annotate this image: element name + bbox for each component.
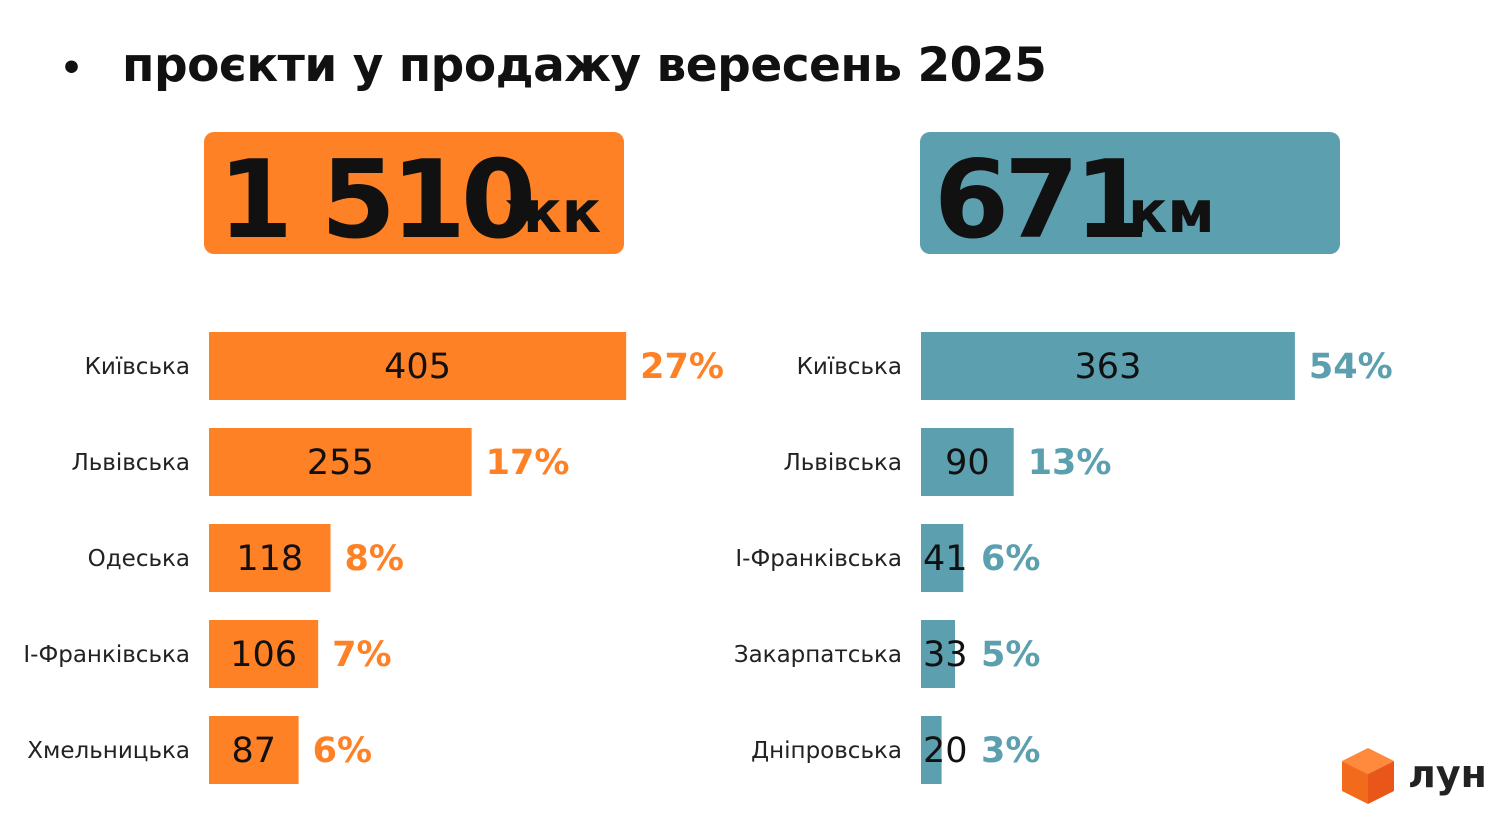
value-label: 106 <box>230 635 297 675</box>
total-projects-box: 1 510 жк <box>204 132 624 263</box>
category-label: Київська <box>797 354 902 380</box>
category-label: Київська <box>85 354 190 380</box>
bar <box>209 428 472 496</box>
total-value: 671 <box>934 138 1149 263</box>
category-label: Одеська <box>88 546 190 572</box>
category-label: Закарпатська <box>734 642 902 668</box>
percent-label: 3% <box>981 731 1040 771</box>
page-title: • проєкти у продажу вересень 2025 <box>60 38 1047 93</box>
percent-label: 6% <box>981 539 1040 579</box>
value-label: 20 <box>923 731 968 771</box>
total-unit: км <box>1128 178 1215 246</box>
value-label: 90 <box>945 443 990 483</box>
value-label: 405 <box>384 347 451 387</box>
percent-label: 6% <box>313 731 372 771</box>
percent-label: 17% <box>486 443 570 483</box>
value-label: 41 <box>923 539 968 579</box>
category-label: Львівська <box>71 450 190 476</box>
category-label: І-Франківська <box>23 642 190 668</box>
bar <box>209 620 319 688</box>
bar <box>921 428 1014 496</box>
value-label: 33 <box>923 635 968 675</box>
title-text: проєкти у продажу вересень 2025 <box>122 38 1047 93</box>
percent-label: 54% <box>1309 347 1393 387</box>
percent-label: 7% <box>332 635 391 675</box>
bar <box>921 620 955 688</box>
bar <box>921 332 1295 400</box>
bar <box>209 524 331 592</box>
percent-label: 8% <box>345 539 404 579</box>
logo-text: лун <box>1408 752 1487 796</box>
value-label: 255 <box>307 443 374 483</box>
percent-label: 27% <box>640 347 724 387</box>
lun-logo-cube-icon <box>1342 748 1394 804</box>
bar <box>209 716 299 784</box>
total-value: 1 510 <box>218 138 536 263</box>
bar <box>921 716 942 784</box>
category-label: І-Франківська <box>735 546 902 572</box>
bar <box>209 332 627 400</box>
bar <box>921 524 964 592</box>
total-unit: жк <box>504 178 602 246</box>
percent-label: 5% <box>981 635 1040 675</box>
category-label: Дніпровська <box>751 738 902 764</box>
value-label: 363 <box>1075 347 1142 387</box>
category-label: Львівська <box>783 450 902 476</box>
value-label: 87 <box>232 731 277 771</box>
percent-label: 13% <box>1028 443 1112 483</box>
category-label: Хмельницька <box>27 738 190 764</box>
total-cottage-box: 671 км <box>920 132 1340 263</box>
bullet: • <box>60 48 83 89</box>
value-label: 118 <box>236 539 303 579</box>
